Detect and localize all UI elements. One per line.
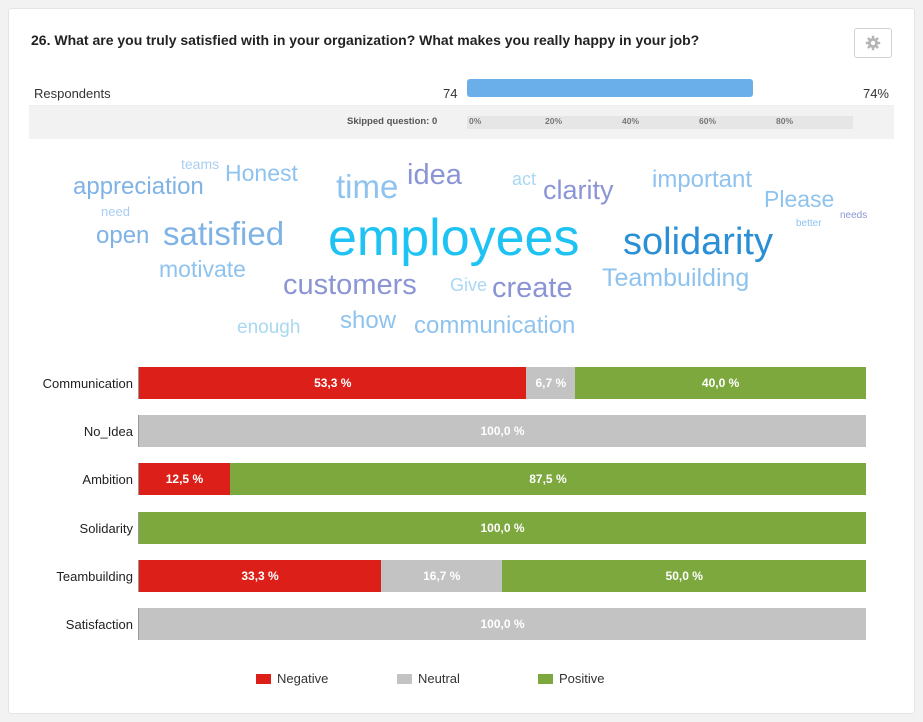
gear-icon <box>865 35 881 51</box>
row-label-no_idea: No_Idea <box>83 424 133 439</box>
bar-communication[interactable]: 53,3 % 6,7 % 40,0 % <box>138 367 866 399</box>
settings-button[interactable] <box>854 28 892 58</box>
bar-satisfaction[interactable]: 100,0 % <box>138 608 866 640</box>
skipped-row: Skipped question: 0 0% 20% 40% 60% 80% <box>29 106 894 139</box>
bar-segment-positive[interactable]: 87,5 % <box>229 463 866 495</box>
legend-neutral-swatch <box>397 673 412 684</box>
bar-segment-neutral[interactable]: 16,7 % <box>381 560 503 592</box>
scale-tick: 20% <box>545 116 563 126</box>
row-label-ambition: Ambition <box>82 472 133 487</box>
row-label-teambuilding: Teambuilding <box>56 569 133 584</box>
legend-negative-swatch <box>256 673 271 684</box>
respondents-bar-track <box>467 79 853 97</box>
respondents-row: Respondents 74 74% <box>29 71 894 106</box>
row-label-solidarity: Solidarity <box>79 521 133 536</box>
bar-segment-negative[interactable]: 33,3 % <box>139 560 382 592</box>
scale-tick: 80% <box>776 116 794 126</box>
bar-solidarity[interactable]: 100,0 % <box>138 512 866 544</box>
bar-segment-negative[interactable]: 12,5 % <box>139 463 230 495</box>
scale-tick: 0% <box>469 116 482 126</box>
legend-positive: Positive <box>538 671 605 686</box>
bar-segment-neutral[interactable]: 100,0 % <box>139 415 866 447</box>
bar-segment-positive[interactable]: 50,0 % <box>502 560 866 592</box>
bar-segment-neutral[interactable]: 6,7 % <box>526 367 576 399</box>
question-title: 26. What are you truly satisfied with in… <box>31 32 700 48</box>
scale-tick: 40% <box>622 116 640 126</box>
respondents-percent: 74% <box>862 86 889 101</box>
respondents-count: 74 <box>443 86 458 101</box>
legend-positive-swatch <box>538 673 553 684</box>
legend-neutral: Neutral <box>397 671 460 686</box>
row-label-communication: Communication <box>42 376 133 391</box>
scale-tick: 60% <box>699 116 717 126</box>
bar-segment-neutral[interactable]: 100,0 % <box>139 608 866 640</box>
respondents-label: Respondents <box>34 86 111 101</box>
legend-negative: Negative <box>256 671 328 686</box>
percent-scale: 0% 20% 40% 60% 80% <box>467 116 853 129</box>
row-label-satisfaction: Satisfaction <box>65 617 133 632</box>
legend-neutral-label: Neutral <box>418 671 460 686</box>
bar-teambuilding[interactable]: 33,3 % 16,7 % 50,0 % <box>138 560 866 592</box>
bar-ambition[interactable]: 12,5 % 87,5 % <box>138 463 866 495</box>
question-card: 26. What are you truly satisfied with in… <box>8 8 915 714</box>
legend-positive-label: Positive <box>559 671 605 686</box>
bar-segment-positive[interactable]: 40,0 % <box>575 367 866 399</box>
legend-negative-label: Negative <box>277 671 329 686</box>
bar-segment-positive[interactable]: 100,0 % <box>139 512 866 544</box>
bar-no_idea[interactable]: 100,0 % <box>138 415 866 447</box>
respondents-bar <box>467 79 753 97</box>
bar-segment-negative[interactable]: 53,3 % <box>139 367 527 399</box>
skipped-label: Skipped question: 0 <box>347 116 438 127</box>
